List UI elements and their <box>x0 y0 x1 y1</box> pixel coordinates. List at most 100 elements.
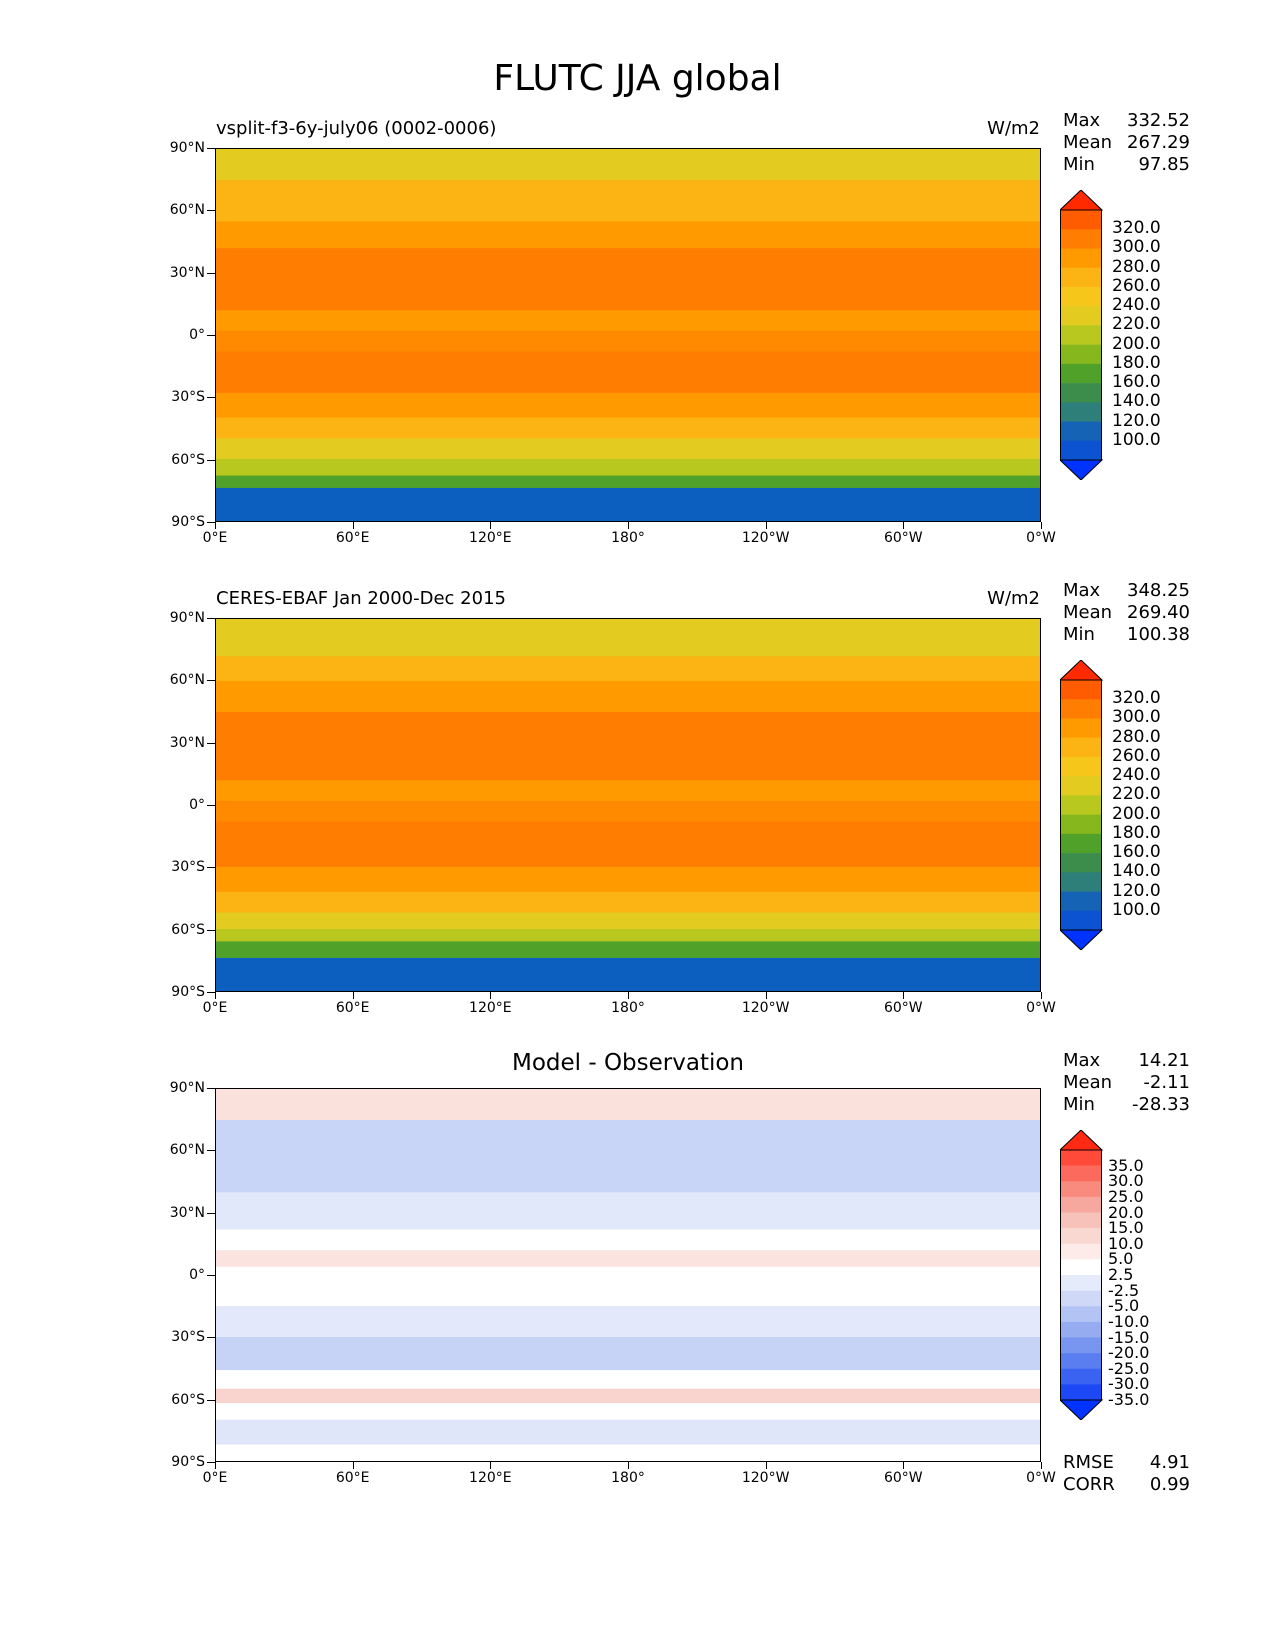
x-tick-label: 0°W <box>1026 530 1056 546</box>
x-tick-mark <box>215 1462 216 1469</box>
stat-label: Min <box>1063 624 1095 645</box>
map-band <box>216 1370 1040 1390</box>
colorbar-segment <box>1060 776 1102 796</box>
x-tick-mark <box>765 522 767 529</box>
map-band <box>216 1266 1040 1307</box>
map-band <box>216 1337 1040 1371</box>
map-band <box>216 1403 1040 1421</box>
map-plot <box>215 1088 1041 1462</box>
colorbar-extend-top <box>1060 1130 1104 1151</box>
stat-value: 14.21 <box>1138 1050 1190 1071</box>
colorbar-segment <box>1060 210 1102 230</box>
panel-units: W/m2 <box>987 118 1040 139</box>
y-tick-mark <box>207 522 215 523</box>
colorbar-tick-label: 15.0 <box>1108 1218 1144 1238</box>
colorbar-tick-label: 180.0 <box>1112 352 1161 373</box>
stat-label: Min <box>1063 1094 1095 1115</box>
y-tick-mark <box>207 272 215 274</box>
y-tick-label: 90°N <box>169 610 205 626</box>
colorbar-segment <box>1060 1150 1102 1166</box>
colorbar-segment <box>1060 1384 1102 1401</box>
x-tick-mark <box>490 1462 492 1469</box>
x-tick-label: 0°E <box>202 530 228 546</box>
map-svg <box>216 619 1040 991</box>
x-tick-label: 60°W <box>883 530 923 546</box>
x-tick-mark <box>352 1462 354 1469</box>
colorbar-segment <box>1060 229 1102 249</box>
colorbar-tick-label: -20.0 <box>1108 1343 1150 1363</box>
colorbar-tick-label: 100.0 <box>1112 899 1161 920</box>
colorbar-segment <box>1060 1290 1102 1307</box>
x-tick-mark <box>903 992 905 999</box>
x-tick-label: 180° <box>611 530 645 546</box>
stat-value: 97.85 <box>1138 154 1190 175</box>
map-band <box>216 780 1040 802</box>
y-tick-mark <box>207 1399 215 1401</box>
stat-label: Mean <box>1063 132 1113 153</box>
x-tick-mark <box>765 1462 767 1469</box>
x-tick-label: 120°E <box>469 1470 512 1486</box>
colorbar-tick-label: 280.0 <box>1112 726 1161 747</box>
x-tick-label: 120°W <box>741 1000 790 1016</box>
y-tick-mark <box>207 742 215 744</box>
colorbar-tick-label: 10.0 <box>1108 1233 1144 1253</box>
stat-value: 4.91 <box>1149 1452 1190 1473</box>
y-tick-mark <box>207 459 215 461</box>
map-band <box>216 891 1040 913</box>
colorbar-tick-label: 140.0 <box>1112 391 1161 412</box>
colorbar-segment <box>1060 306 1102 326</box>
map-plot <box>215 618 1041 992</box>
colorbar-segment <box>1060 440 1102 461</box>
map-band <box>216 1388 1040 1404</box>
colorbar-tick-label: -35.0 <box>1108 1390 1150 1409</box>
colorbar-segment <box>1060 344 1102 365</box>
colorbar-segment <box>1060 1275 1102 1291</box>
colorbar-outline <box>1060 209 1102 461</box>
colorbar-segment <box>1060 286 1102 307</box>
x-tick-mark <box>628 1462 629 1469</box>
map-band <box>216 619 1040 657</box>
map-band <box>216 438 1040 460</box>
colorbar-segment <box>1060 1353 1102 1370</box>
colorbar-extend-top <box>1060 190 1104 211</box>
map-band <box>216 1120 1040 1193</box>
x-tick-label: 180° <box>611 1470 645 1486</box>
map-band <box>216 310 1040 332</box>
colorbar-tick-label: -25.0 <box>1108 1358 1150 1378</box>
map-band <box>216 221 1040 249</box>
colorbar-tick-label: 180.0 <box>1112 822 1161 843</box>
map-band <box>216 459 1040 477</box>
y-tick-mark <box>207 992 215 993</box>
y-tick-label: 30°N <box>169 1204 205 1221</box>
stat-value: -2.11 <box>1143 1072 1190 1093</box>
map-band <box>216 1419 1040 1445</box>
x-tick-mark <box>1041 1462 1042 1469</box>
x-tick-label: 0°E <box>202 1000 228 1016</box>
map-band <box>216 417 1040 439</box>
colorbar-segment <box>1060 1306 1102 1323</box>
map-band <box>216 1229 1040 1251</box>
colorbar-tick-label: 35.0 <box>1108 1155 1144 1175</box>
colorbar-tick-label: 320.0 <box>1112 688 1161 709</box>
colorbar <box>1060 1130 1104 1420</box>
y-tick-mark <box>207 618 215 619</box>
colorbar-tick-label: 220.0 <box>1112 314 1161 335</box>
map-plot <box>215 148 1041 522</box>
colorbar-extend-bottom <box>1060 459 1104 480</box>
x-tick-mark <box>352 992 354 999</box>
colorbar-segment <box>1060 891 1102 912</box>
stat-value: 267.29 <box>1127 132 1190 153</box>
map-band <box>216 1192 1040 1231</box>
stat-label: Mean <box>1063 1072 1113 1093</box>
colorbar-outline <box>1060 679 1102 931</box>
y-tick-mark <box>207 929 215 931</box>
stat-value: 348.25 <box>1127 580 1190 601</box>
stat-value: -28.33 <box>1131 1094 1190 1115</box>
map-band <box>216 475 1040 489</box>
panel-observation: CERES-EBAF Jan 2000-Dec 2015 W/m2 90°N 60… <box>0 580 1275 1050</box>
y-tick-mark <box>207 680 215 682</box>
x-tick-label: 120°E <box>469 1000 512 1016</box>
stat-value: 0.99 <box>1149 1474 1190 1495</box>
y-tick-label: 60°S <box>171 451 205 468</box>
map-band <box>216 180 1040 222</box>
